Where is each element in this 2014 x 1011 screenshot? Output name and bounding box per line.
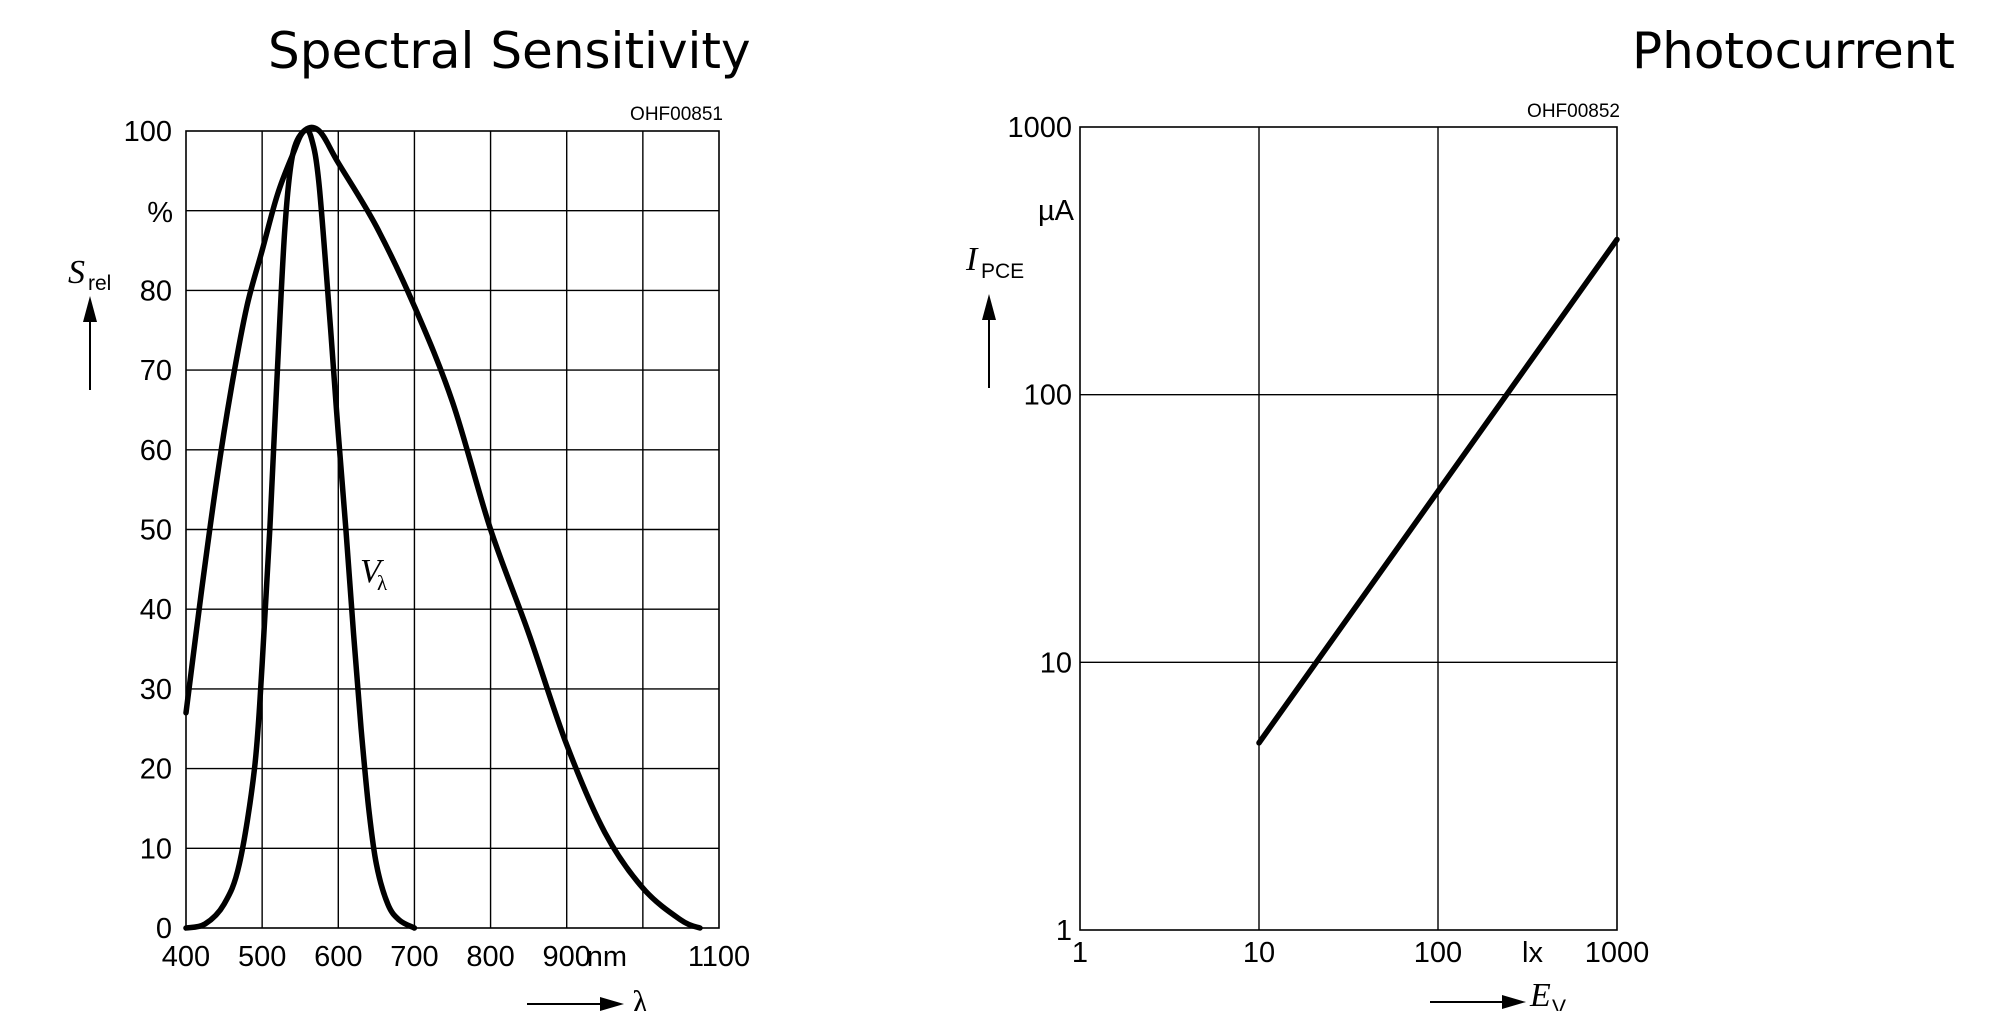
photocurrent-x-tick: 1000: [1585, 937, 1650, 969]
photocurrent-x-tick: 1: [1072, 937, 1088, 969]
v-lambda-subscript: λ: [377, 571, 388, 595]
photocurrent-title: Photocurrent: [1632, 22, 1955, 80]
spectral-x-tick: 800: [466, 941, 514, 973]
photocurrent-y-ticks: 1 10 100 1000: [1007, 112, 1072, 947]
srel-subscript: rel: [88, 272, 111, 295]
spectral-y-ticks: 0 10 20 30 40 50 60 70 80 100: [124, 116, 172, 945]
spectral-y-tick: 10: [140, 833, 172, 865]
ev-subscript: V: [1552, 996, 1566, 1011]
v-lambda-curve: [183, 127, 418, 931]
spectral-y-tick: 60: [140, 435, 172, 467]
spectral-x-unit: nm: [587, 941, 627, 973]
photocurrent-line: [1256, 236, 1620, 746]
spectral-code: OHF00851: [630, 104, 723, 125]
sensitivity-curve: [183, 124, 703, 931]
spectral-y-tick: 100: [124, 116, 172, 148]
photocurrent-curves: [1256, 236, 1620, 746]
spectral-x-tick: 900: [543, 941, 591, 973]
spectral-curves: [183, 124, 703, 931]
photocurrent-code: OHF00852: [1527, 101, 1620, 122]
ipce-symbol: I: [965, 241, 979, 278]
spectral-x-tick: 500: [238, 941, 286, 973]
ipce-arrow-head: [982, 294, 996, 320]
photocurrent-chart: 1 10 100 1000 1 10 100 1000 OHF00852 µA lx I P…: [965, 101, 1649, 1011]
spectral-y-tick: 30: [140, 674, 172, 706]
photocurrent-y-unit: µA: [1038, 195, 1075, 227]
photocurrent-y-tick: 1: [1056, 915, 1072, 947]
srel-arrow-head: [83, 296, 97, 322]
photocurrent-grid: [1080, 127, 1617, 930]
spectral-y-unit: %: [147, 197, 173, 229]
lambda-symbol: λ: [632, 985, 649, 1011]
photocurrent-x-tick: 100: [1414, 937, 1462, 969]
photocurrent-x-ticks: 1 10 100 1000: [1072, 937, 1649, 969]
spectral-x-tick: 600: [314, 941, 362, 973]
spectral-x-tick: 700: [390, 941, 438, 973]
v-lambda-label: V λ: [360, 553, 388, 595]
spectral-sensitivity-chart: 400 500 600 700 800 900 1100 0 10 20 30 40 50 60 70 80…: [68, 104, 750, 1011]
spectral-sensitivity-title: Spectral Sensitivity: [268, 22, 751, 80]
spectral-y-tick: 70: [140, 355, 172, 387]
spectral-grid: [186, 131, 719, 928]
spectral-y-tick: 50: [140, 515, 172, 547]
spectral-x-tick: 1100: [688, 941, 750, 973]
photocurrent-y-axis-label: I PCE: [965, 241, 1024, 388]
srel-symbol: S: [68, 254, 85, 291]
spectral-x-ticks: 400 500 600 700 800 900 1100: [162, 941, 750, 973]
photocurrent-y-tick: 10: [1040, 647, 1072, 679]
lambda-arrow-head: [600, 997, 624, 1011]
spectral-y-tick: 0: [156, 913, 172, 945]
photocurrent-x-unit: lx: [1522, 937, 1543, 969]
photocurrent-y-tick: 1000: [1007, 112, 1072, 144]
spectral-y-axis-label: S rel: [68, 254, 111, 390]
spectral-x-axis-label: λ: [527, 985, 649, 1011]
photocurrent-x-axis-label: E V: [1430, 977, 1566, 1011]
spectral-y-tick: 80: [140, 275, 172, 307]
spectral-y-tick: 20: [140, 754, 172, 786]
spectral-x-tick: 400: [162, 941, 210, 973]
spectral-y-tick: 40: [140, 594, 172, 626]
ipce-subscript: PCE: [981, 260, 1024, 283]
photocurrent-x-tick: 10: [1243, 937, 1275, 969]
photocurrent-y-tick: 100: [1024, 380, 1072, 412]
photocurrent-frame: [1079, 126, 1618, 931]
ev-symbol: E: [1529, 977, 1551, 1011]
ev-arrow-head: [1502, 995, 1526, 1009]
spectral-frame: [185, 130, 720, 929]
